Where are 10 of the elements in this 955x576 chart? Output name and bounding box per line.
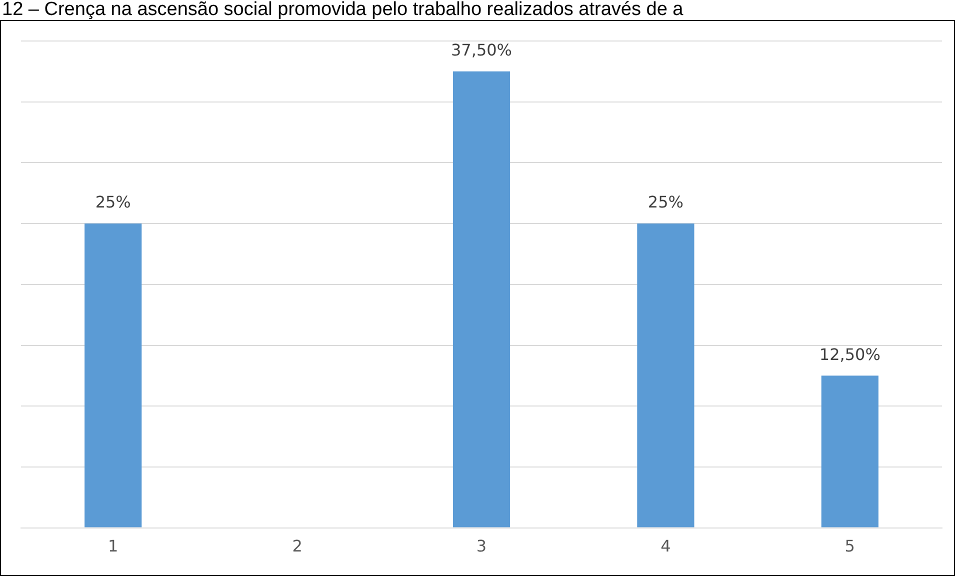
data-label: 25% xyxy=(648,192,684,212)
x-tick-label: 5 xyxy=(844,536,855,556)
data-label: 37,50% xyxy=(450,40,512,60)
data-label: 25% xyxy=(95,192,131,212)
chart-title: 12 – Crença na ascensão social promovida pelo trabalho realizados através de a xyxy=(1,0,684,22)
x-tick-label: 3 xyxy=(476,536,487,556)
data-label: 12,50% xyxy=(819,344,880,364)
x-tick-label: 1 xyxy=(108,536,118,556)
x-tick-label: 4 xyxy=(660,536,671,556)
x-tick-label: 2 xyxy=(292,536,302,556)
